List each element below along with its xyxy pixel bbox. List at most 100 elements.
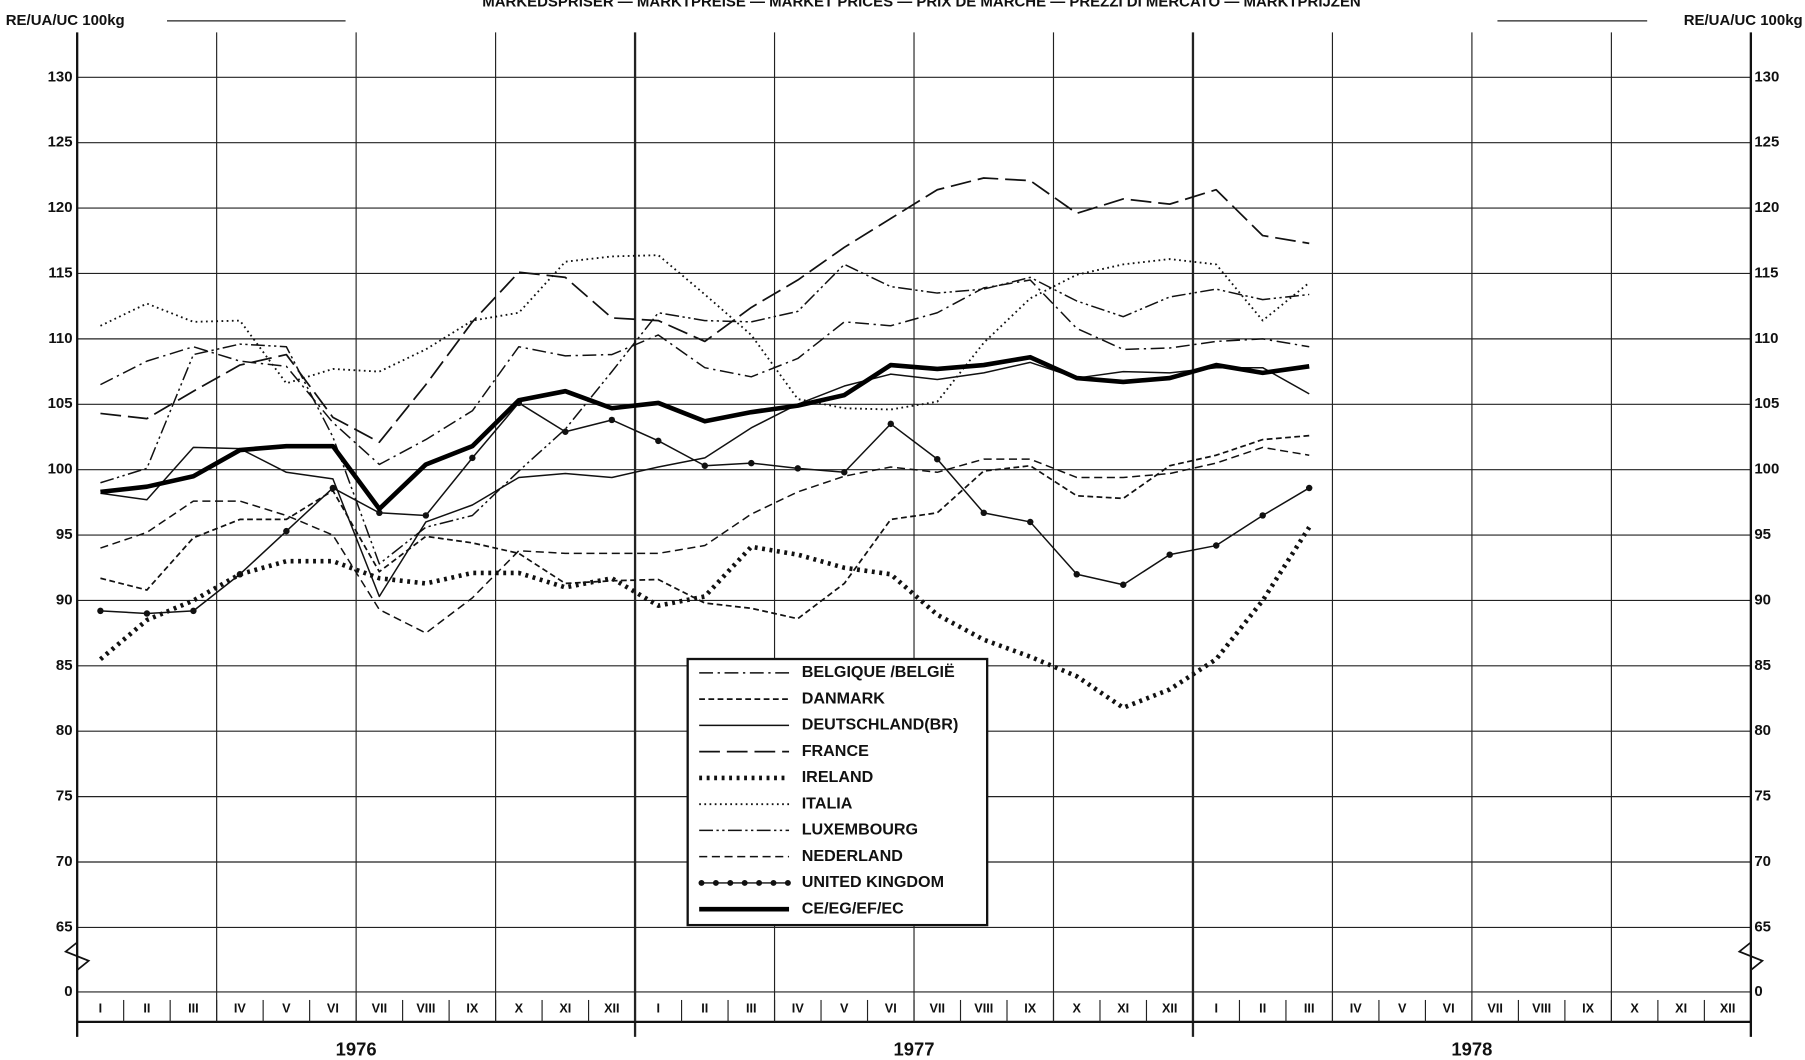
x-tick-label: X	[515, 1002, 524, 1016]
series-dot	[422, 512, 430, 519]
x-tick-label: XII	[1720, 1002, 1735, 1016]
x-tick-label: VIII	[974, 1002, 993, 1016]
y2-tick-label: 105	[1754, 395, 1779, 412]
series-line	[100, 354, 1310, 512]
y2-axis-label: RE/UA/UC 100kg	[1684, 12, 1803, 29]
x-tick-label: IV	[1350, 1002, 1363, 1016]
series-dot	[376, 509, 383, 517]
x-tick-label: VI	[327, 1002, 339, 1016]
legend-dot	[784, 879, 791, 886]
legend-label: DANMARK	[802, 689, 886, 707]
legend-label: CE/EG/EF/EC	[802, 899, 904, 917]
x-tick-label: V	[840, 1002, 849, 1016]
legend-dot	[712, 879, 719, 886]
series-dot	[143, 610, 151, 617]
x-tick-label: IV	[792, 1002, 805, 1016]
x-tick-label: I	[1214, 1002, 1218, 1016]
y2-tick-label: 125	[1754, 134, 1779, 151]
y2-tick-label: 85	[1754, 657, 1771, 674]
x-tick-label: XI	[559, 1002, 571, 1016]
x-tick-label: VII	[930, 1002, 945, 1016]
y-tick-label: 105	[48, 395, 73, 412]
y-tick-label: 120	[48, 199, 73, 216]
year-label: 1976	[336, 1039, 377, 1060]
series-dot	[329, 484, 337, 492]
y2-tick-label: 130	[1754, 68, 1779, 85]
legend-dot	[698, 879, 705, 886]
x-tick-label: XII	[604, 1002, 619, 1016]
series-line	[98, 526, 1312, 711]
series-dot	[794, 465, 802, 472]
y-tick-label: 75	[56, 788, 73, 805]
y-tick-label: 110	[48, 330, 72, 347]
x-tick-label: VI	[885, 1002, 897, 1016]
x-tick-label: I	[99, 1002, 103, 1016]
x-tick-label: X	[1073, 1002, 1082, 1016]
legend-label: LUXEMBOURG	[802, 821, 918, 839]
y2-tick-label: 100	[1754, 461, 1779, 478]
legend-label: UNITED KINGDOM	[802, 873, 944, 891]
series-dot	[562, 428, 569, 435]
series-dot	[1027, 518, 1034, 526]
x-tick-label: III	[746, 1002, 757, 1016]
y-axis-label: RE/UA/UC 100kg	[6, 12, 125, 29]
series-dot	[469, 454, 476, 462]
y-tick-label: 65	[56, 918, 73, 935]
legend-label: BELGIQUE /BELGIË	[802, 663, 955, 681]
legend-label: NEDERLAND	[802, 847, 903, 865]
y2-tick-label: 75	[1754, 788, 1771, 805]
series-line	[100, 177, 1310, 444]
x-tick-label: VII	[372, 1002, 387, 1016]
x-tick-label: XI	[1675, 1002, 1687, 1016]
legend-label: ITALIA	[802, 794, 853, 812]
series-line	[100, 279, 1310, 466]
x-tick-label: IX	[1024, 1002, 1037, 1016]
year-label: 1977	[894, 1039, 935, 1060]
x-tick-label: V	[1398, 1002, 1407, 1016]
series-dot	[655, 437, 662, 445]
x-tick-label: IV	[234, 1002, 247, 1016]
y-tick-label: 90	[56, 591, 73, 608]
y2-tick-label: 110	[1754, 330, 1778, 347]
y-tick-label: 85	[56, 657, 73, 674]
series-dot	[1259, 512, 1266, 519]
x-tick-label: XII	[1162, 1002, 1177, 1016]
x-tick-label: V	[282, 1002, 291, 1016]
legend-box	[686, 657, 989, 927]
x-tick-label: II	[1259, 1002, 1266, 1016]
series-line	[100, 361, 1310, 598]
series-line	[100, 263, 1310, 565]
x-tick-label: VIII	[1532, 1002, 1551, 1016]
legend-dot	[756, 879, 763, 886]
x-tick-label: III	[188, 1002, 199, 1016]
legend-label: IRELAND	[802, 768, 874, 786]
series-dot	[608, 416, 616, 424]
series-line	[100, 446, 1310, 634]
series-dot	[934, 455, 941, 463]
x-tick-label: X	[1630, 1002, 1639, 1016]
legend-dot	[741, 879, 748, 886]
y-tick-label: 0	[64, 983, 72, 1000]
legend-label: FRANCE	[802, 742, 869, 760]
series-dot	[1212, 542, 1220, 549]
series-dot	[283, 527, 290, 535]
legend-dot	[727, 879, 734, 886]
x-tick-label: II	[143, 1002, 150, 1016]
series-dot	[1305, 484, 1313, 492]
x-tick-label: XI	[1117, 1002, 1129, 1016]
x-tick-label: VII	[1487, 1002, 1502, 1016]
y2-tick-label: 0	[1754, 983, 1762, 1000]
series-dot	[97, 607, 104, 615]
legend-dot	[770, 879, 777, 886]
legend: BELGIQUE /BELGIË DANMARK DEUTSCHLAND(BR) FR…	[686, 657, 989, 927]
series-dot	[236, 571, 244, 578]
series-dot	[887, 420, 894, 428]
x-tick-label: III	[1304, 1002, 1315, 1016]
y2-tick-label: 65	[1754, 918, 1771, 935]
series-dot	[701, 462, 709, 469]
x-tick-label: II	[701, 1002, 708, 1016]
series-dot	[190, 607, 197, 615]
y2-tick-label: 115	[1754, 264, 1778, 281]
series-dot	[980, 509, 987, 517]
